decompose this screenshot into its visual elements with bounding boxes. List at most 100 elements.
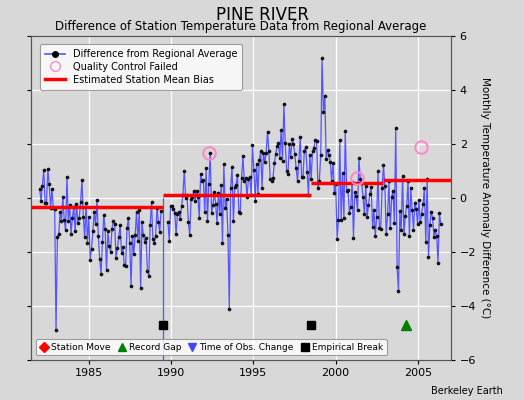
Point	[52, 327, 60, 334]
Point	[260, 159, 269, 165]
Point	[269, 175, 277, 182]
Point	[226, 184, 235, 191]
Point	[237, 174, 246, 181]
Point	[362, 183, 370, 189]
Point	[291, 151, 299, 157]
Point	[375, 224, 384, 231]
Point	[180, 167, 189, 174]
Point	[305, 152, 314, 158]
Point	[79, 213, 88, 220]
Point	[129, 251, 138, 258]
Title: Difference of Station Temperature Data from Regional Average: Difference of Station Temperature Data f…	[56, 20, 427, 34]
Point	[330, 190, 339, 196]
Point	[169, 206, 178, 212]
Point	[74, 220, 82, 226]
Point	[273, 143, 281, 150]
Point	[233, 172, 242, 178]
Point	[47, 205, 55, 211]
Point	[280, 101, 288, 108]
Point	[77, 199, 85, 205]
Point	[298, 174, 306, 180]
Point	[249, 167, 258, 173]
Point	[244, 176, 253, 182]
Point	[115, 234, 123, 240]
Point	[419, 201, 427, 207]
Point	[319, 109, 328, 115]
Point	[301, 144, 310, 150]
Point	[173, 211, 182, 217]
Point	[276, 154, 284, 161]
Point	[274, 140, 282, 146]
Point	[220, 161, 228, 167]
Point	[102, 267, 111, 273]
Point	[98, 239, 106, 245]
Point	[247, 192, 255, 198]
Point	[278, 158, 287, 164]
Point	[176, 216, 184, 222]
Point	[299, 174, 307, 180]
Text: Berkeley Earth: Berkeley Earth	[431, 386, 503, 396]
Point	[284, 171, 292, 177]
Point	[59, 193, 67, 200]
Point	[50, 206, 59, 212]
Point	[389, 188, 397, 194]
Point	[202, 165, 210, 172]
Point	[350, 234, 358, 241]
Point	[127, 282, 135, 289]
Point	[264, 128, 272, 135]
Point	[323, 146, 332, 153]
Point	[83, 240, 92, 246]
Point	[208, 210, 216, 216]
Point	[253, 161, 261, 168]
Point	[71, 228, 79, 234]
Point	[185, 232, 194, 238]
Point	[109, 218, 117, 224]
Point	[136, 285, 145, 292]
Point	[128, 233, 137, 239]
Point	[196, 171, 205, 177]
Point	[104, 228, 112, 235]
Point	[412, 206, 420, 212]
Point	[336, 137, 344, 143]
Point	[42, 200, 51, 206]
Point	[101, 226, 110, 232]
Point	[398, 173, 407, 180]
Point	[194, 194, 202, 200]
Point	[328, 178, 336, 185]
Point	[149, 236, 157, 242]
Point	[214, 190, 223, 196]
Point	[138, 219, 146, 226]
Point	[68, 215, 77, 221]
Point	[373, 214, 381, 220]
Point	[282, 168, 291, 174]
Point	[157, 208, 165, 214]
Point	[120, 262, 128, 268]
Point	[371, 232, 379, 239]
Point	[206, 150, 214, 156]
Point	[183, 192, 191, 198]
Point	[321, 92, 329, 99]
Point	[63, 174, 71, 180]
Point	[139, 232, 148, 238]
Point	[334, 216, 343, 223]
Point	[271, 151, 280, 158]
Point	[370, 207, 378, 214]
Point	[288, 136, 296, 142]
Point	[133, 209, 141, 215]
Point	[60, 217, 69, 224]
Point	[387, 194, 396, 200]
Point	[61, 227, 70, 234]
Point	[39, 166, 48, 173]
Point	[179, 192, 187, 198]
Point	[191, 197, 200, 204]
Point	[57, 218, 66, 224]
Point	[190, 188, 198, 194]
Point	[289, 140, 298, 147]
Point	[396, 208, 404, 214]
Point	[405, 233, 413, 240]
Point	[235, 209, 243, 216]
Point	[266, 176, 275, 182]
Point	[418, 210, 426, 217]
Point	[100, 212, 108, 218]
Point	[411, 200, 419, 206]
